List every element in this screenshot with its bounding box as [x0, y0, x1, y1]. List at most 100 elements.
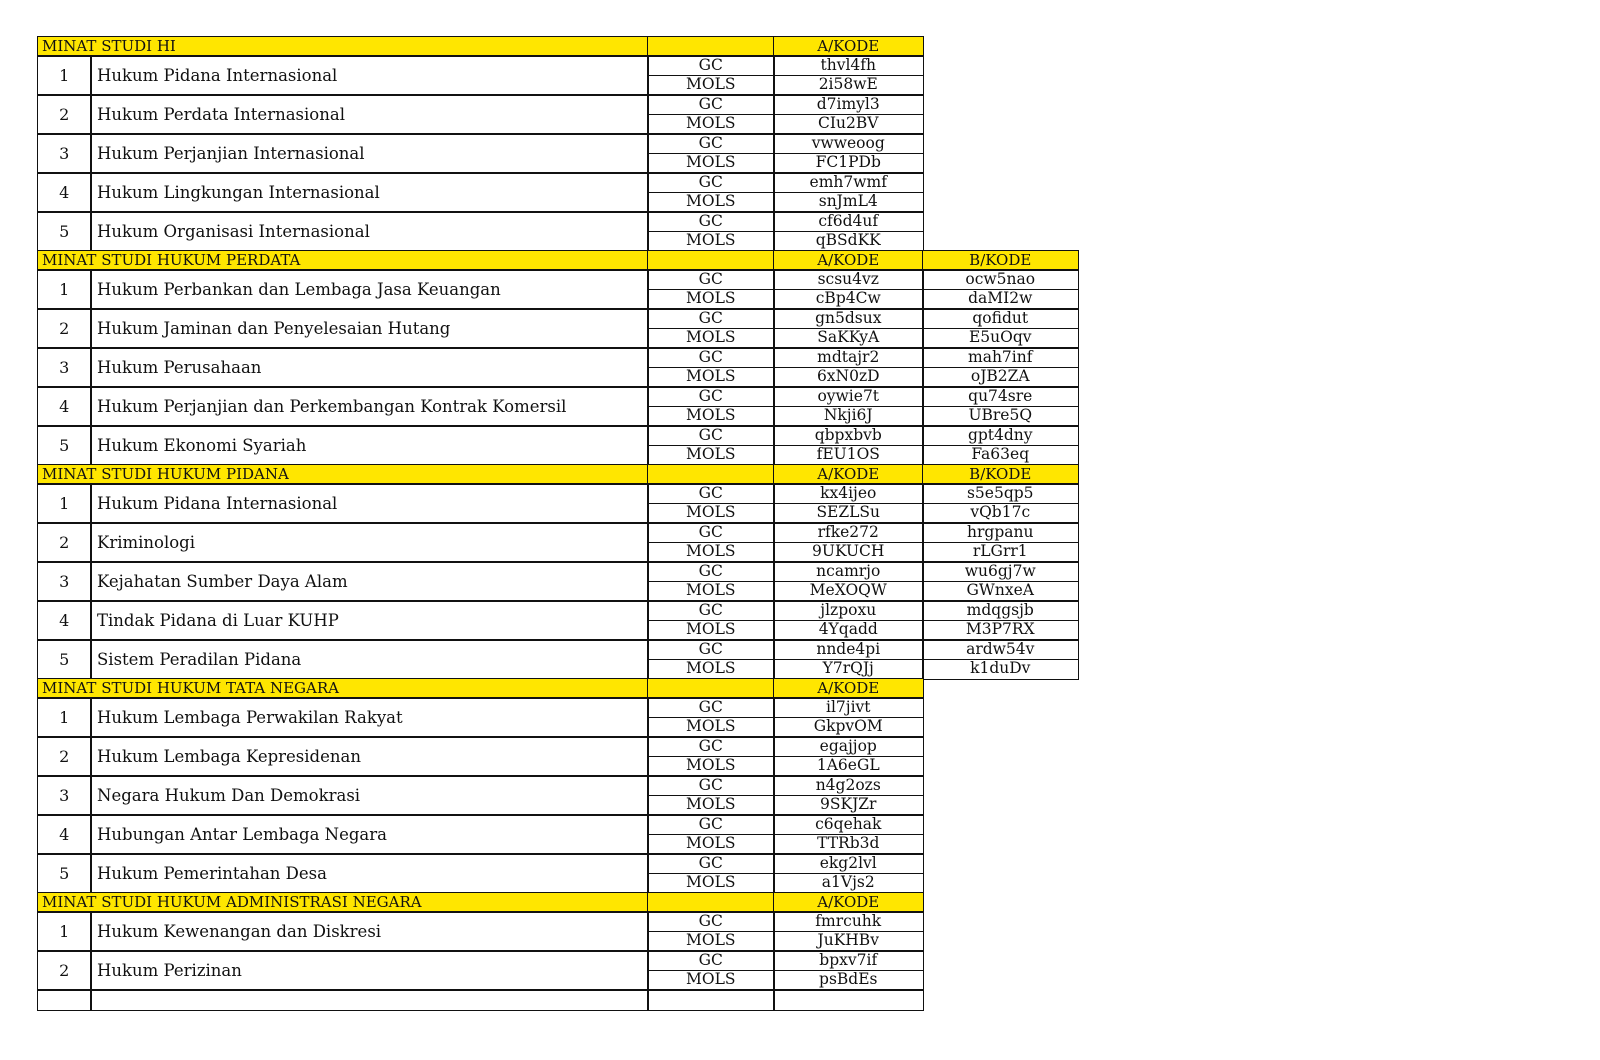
code-gc-a: emh7wmf: [773, 172, 924, 193]
type-mols: MOLS: [647, 755, 775, 777]
course-name: Hukum Perdata Internasional: [90, 94, 649, 135]
code-gc-a: vwweoog: [773, 133, 924, 154]
section-title: MINAT STUDI HUKUM PIDANA: [37, 464, 649, 485]
code-mols-a: 6xN0zD: [773, 366, 924, 388]
code-gc-a: fmrcuhk: [773, 911, 924, 932]
type-mols: MOLS: [647, 619, 775, 641]
section-header-blank: [647, 892, 775, 913]
course-name: Hukum Perusahaan: [90, 347, 649, 388]
type-mols: MOLS: [647, 327, 775, 349]
code-mols-a: MeXOQW: [773, 580, 924, 602]
col-header-a-kode: A/KODE: [773, 464, 924, 485]
code-mols-a: GkpvOM: [773, 716, 924, 738]
type-gc: GC: [647, 347, 775, 368]
row-number: 1: [37, 911, 92, 952]
type-mols: MOLS: [647, 502, 775, 524]
code-gc-a: d7imyl3: [773, 94, 924, 115]
course-name: Negara Hukum Dan Demokrasi: [90, 775, 649, 816]
type-gc: GC: [647, 950, 775, 971]
code-mols-a: SaKKyA: [773, 327, 924, 349]
course-name: Kejahatan Sumber Daya Alam: [90, 561, 649, 602]
code-mols-a: 1A6eGL: [773, 755, 924, 777]
course-name: Hukum Lembaga Kepresidenan: [90, 736, 649, 777]
section-header-blank: [647, 464, 775, 485]
type-mols: MOLS: [647, 230, 775, 252]
col-header-a-kode: A/KODE: [773, 678, 924, 699]
type-gc: GC: [647, 308, 775, 329]
type-gc: GC: [647, 911, 775, 932]
code-mols-a: cBp4Cw: [773, 288, 924, 310]
row-number: 5: [37, 853, 92, 894]
code-mols-a: fEU1OS: [773, 444, 924, 466]
course-name: Hukum Jaminan dan Penyelesaian Hutang: [90, 308, 649, 349]
code-gc-a: oywie7t: [773, 386, 924, 407]
row-number: 2: [37, 94, 92, 135]
row-number: 5: [37, 211, 92, 252]
type-mols: MOLS: [647, 580, 775, 602]
type-mols: MOLS: [647, 288, 775, 310]
type-gc: GC: [647, 639, 775, 660]
empty-cell: [37, 989, 92, 1011]
row-number: 5: [37, 425, 92, 466]
course-name: Hukum Pidana Internasional: [90, 55, 649, 96]
empty-cell: [647, 989, 775, 1011]
type-mols: MOLS: [647, 658, 775, 680]
row-number: 2: [37, 950, 92, 991]
code-gc-b: hrgpanu: [922, 522, 1079, 543]
type-gc: GC: [647, 600, 775, 621]
type-gc: GC: [647, 522, 775, 543]
col-header-b-kode: B/KODE: [922, 464, 1079, 485]
code-mols-a: JuKHBv: [773, 930, 924, 952]
type-gc: GC: [647, 561, 775, 582]
type-mols: MOLS: [647, 969, 775, 991]
type-mols: MOLS: [647, 833, 775, 855]
code-gc-a: ncamrjo: [773, 561, 924, 582]
course-name: Tindak Pidana di Luar KUHP: [90, 600, 649, 641]
code-gc-b: mdqgsjb: [922, 600, 1079, 621]
type-gc: GC: [647, 853, 775, 874]
section-title: MINAT STUDI HI: [37, 36, 649, 57]
code-mols-b: daMI2w: [922, 288, 1079, 310]
course-name: Kriminologi: [90, 522, 649, 563]
section-title: MINAT STUDI HUKUM PERDATA: [37, 250, 649, 271]
course-name: Sistem Peradilan Pidana: [90, 639, 649, 680]
code-mols-a: TTRb3d: [773, 833, 924, 855]
col-header-a-kode: A/KODE: [773, 892, 924, 913]
type-mols: MOLS: [647, 405, 775, 427]
col-header-a-kode: A/KODE: [773, 36, 924, 57]
code-mols-a: Nkji6J: [773, 405, 924, 427]
row-number: 1: [37, 269, 92, 310]
empty-cell: [90, 989, 649, 1011]
row-number: 2: [37, 308, 92, 349]
section-title: MINAT STUDI HUKUM TATA NEGARA: [37, 678, 649, 699]
col-header-b-kode: B/KODE: [922, 250, 1079, 271]
code-mols-a: Y7rQJj: [773, 658, 924, 680]
type-gc: GC: [647, 814, 775, 835]
code-mols-b: oJB2ZA: [922, 366, 1079, 388]
type-gc: GC: [647, 386, 775, 407]
type-mols: MOLS: [647, 191, 775, 213]
type-gc: GC: [647, 736, 775, 757]
col-header-a-kode: A/KODE: [773, 250, 924, 271]
row-number: 3: [37, 775, 92, 816]
course-name: Hukum Perjanjian dan Perkembangan Kontra…: [90, 386, 649, 427]
row-number: 4: [37, 386, 92, 427]
code-mols-a: psBdEs: [773, 969, 924, 991]
type-mols: MOLS: [647, 74, 775, 96]
course-name: Hukum Lembaga Perwakilan Rakyat: [90, 697, 649, 738]
code-gc-a: scsu4vz: [773, 269, 924, 290]
code-mols-a: 2i58wE: [773, 74, 924, 96]
code-mols-a: snJmL4: [773, 191, 924, 213]
code-mols-b: M3P7RX: [922, 619, 1079, 641]
code-mols-b: Fa63eq: [922, 444, 1079, 466]
code-mols-a: qBSdKK: [773, 230, 924, 252]
code-gc-b: ardw54v: [922, 639, 1079, 660]
section-title: MINAT STUDI HUKUM ADMINISTRASI NEGARA: [37, 892, 649, 913]
code-gc-a: c6qehak: [773, 814, 924, 835]
code-gc-a: ekg2lvl: [773, 853, 924, 874]
section-header-blank: [647, 678, 775, 699]
type-gc: GC: [647, 94, 775, 115]
course-name: Hukum Organisasi Internasional: [90, 211, 649, 252]
type-gc: GC: [647, 55, 775, 76]
type-mols: MOLS: [647, 113, 775, 135]
